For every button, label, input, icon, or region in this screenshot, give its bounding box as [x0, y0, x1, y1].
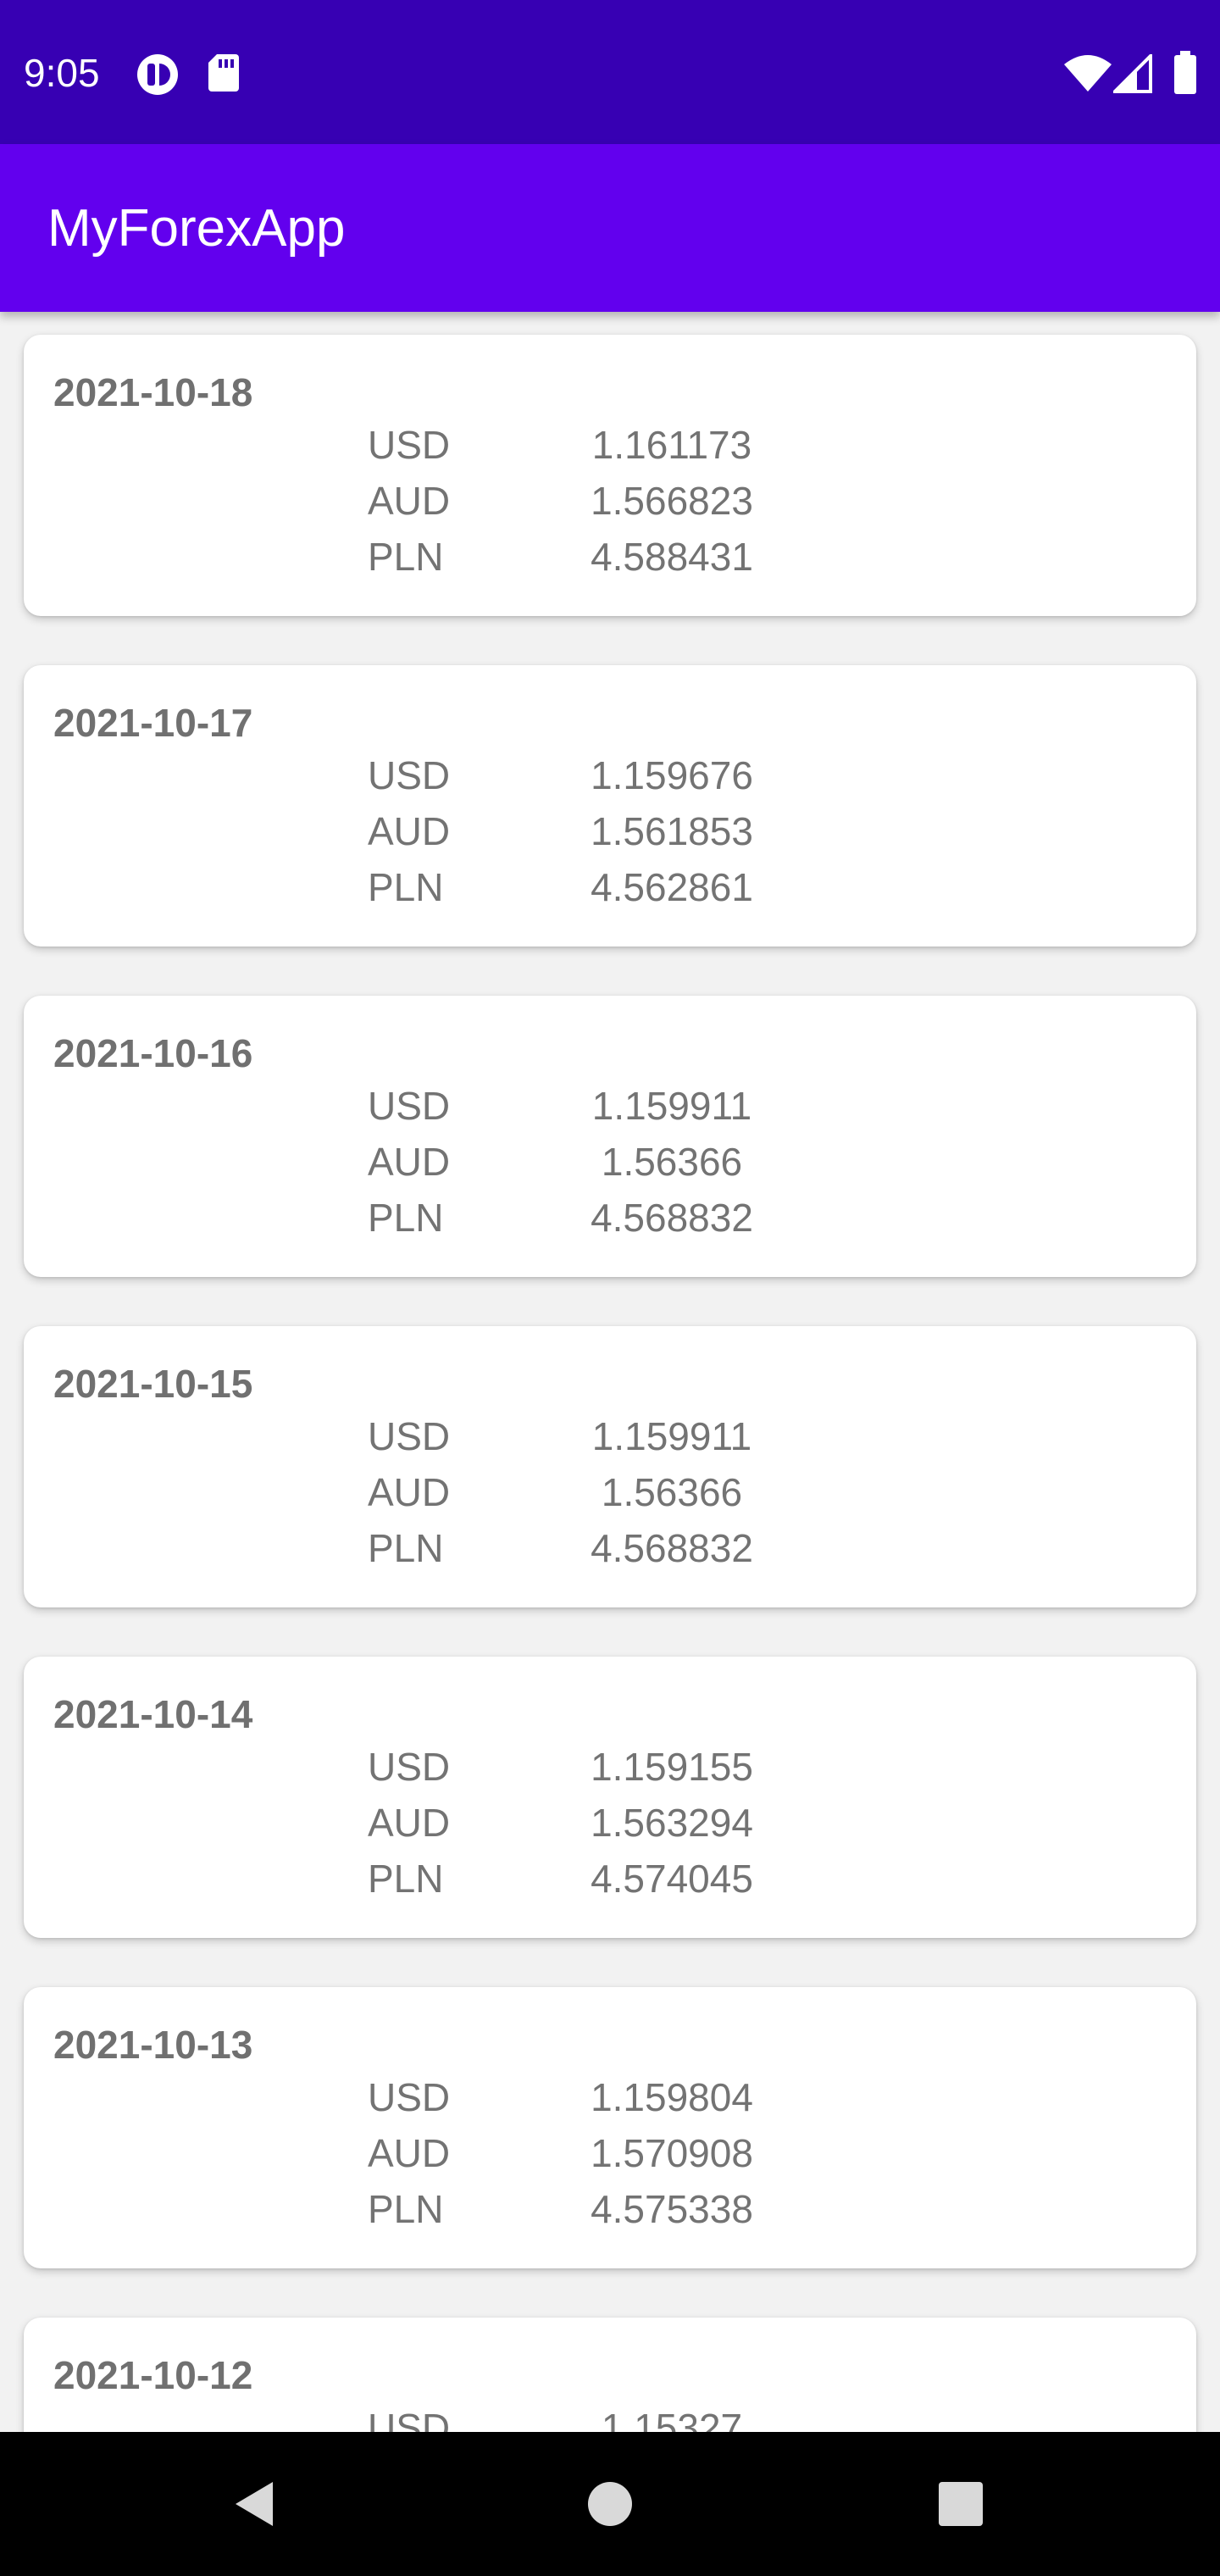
rate-card[interactable]: 2021-10-18 USD 1.161173 AUD 1.566823 PLN… [24, 335, 1196, 616]
rate-card[interactable]: 2021-10-12 USD 1.15327 [24, 2318, 1196, 2432]
rate-card[interactable]: 2021-10-17 USD 1.159676 AUD 1.561853 PLN… [24, 665, 1196, 947]
currency-code: PLN [368, 2187, 444, 2231]
rate-row: USD 1.15327 [24, 2400, 1196, 2432]
rate-row: AUD 1.563294 [24, 1795, 1196, 1851]
currency-code: USD [368, 1414, 451, 1458]
rate-row: USD 1.159911 [24, 1408, 1196, 1464]
currency-value: 1.159804 [591, 2075, 753, 2119]
rate-row: USD 1.159155 [24, 1739, 1196, 1795]
currency-value: 1.56366 [601, 1140, 743, 1184]
rate-row: PLN 4.568832 [24, 1520, 1196, 1576]
currency-value: 1.159911 [591, 1414, 752, 1458]
currency-value: 4.575338 [591, 2187, 753, 2231]
circle-app-icon [137, 54, 178, 95]
currency-code: USD [368, 753, 451, 797]
currency-value: 4.588431 [591, 535, 753, 579]
currency-value: 1.159911 [591, 1084, 752, 1128]
status-bar: 9:05 [0, 0, 1220, 144]
currency-value: 1.56366 [601, 1470, 743, 1514]
currency-code: PLN [368, 1196, 444, 1240]
rate-row: USD 1.159911 [24, 1078, 1196, 1134]
currency-code: PLN [368, 1526, 444, 1570]
currency-code: PLN [368, 1857, 444, 1901]
rate-row: USD 1.159676 [24, 747, 1196, 803]
rate-row: PLN 4.562861 [24, 859, 1196, 915]
rate-row: AUD 1.561853 [24, 803, 1196, 859]
rate-card[interactable]: 2021-10-13 USD 1.159804 AUD 1.570908 PLN… [24, 1987, 1196, 2268]
currency-code: USD [368, 423, 451, 467]
currency-code: PLN [368, 535, 444, 579]
currency-value: 1.561853 [591, 809, 753, 853]
currency-value: 4.568832 [591, 1526, 753, 1570]
wifi-icon [1064, 55, 1112, 92]
currency-value: 1.566823 [591, 479, 753, 523]
cell-signal-icon [1113, 54, 1152, 93]
currency-code: AUD [368, 2131, 451, 2175]
currency-code: USD [368, 1745, 451, 1789]
rate-date: 2021-10-15 [53, 1362, 253, 1406]
currency-value: 1.159155 [591, 1745, 753, 1789]
currency-code: AUD [368, 809, 451, 853]
currency-code: AUD [368, 1470, 451, 1514]
rate-date: 2021-10-16 [53, 1031, 253, 1075]
rate-card[interactable]: 2021-10-16 USD 1.159911 AUD 1.56366 PLN … [24, 996, 1196, 1277]
app-bar: MyForexApp [0, 144, 1220, 312]
rate-row: PLN 4.568832 [24, 1190, 1196, 1246]
currency-code: PLN [368, 865, 444, 909]
rate-date: 2021-10-13 [53, 2023, 253, 2067]
currency-value: 4.562861 [591, 865, 753, 909]
navigation-bar [0, 2432, 1220, 2576]
currency-value: 4.574045 [591, 1857, 753, 1901]
currency-code: USD [368, 2406, 451, 2432]
rate-row: AUD 1.570908 [24, 2125, 1196, 2181]
rate-row: PLN 4.588431 [24, 529, 1196, 585]
currency-value: 1.159676 [591, 753, 753, 797]
currency-code: USD [368, 2075, 451, 2119]
rate-date: 2021-10-17 [53, 701, 253, 745]
rate-date: 2021-10-18 [53, 370, 253, 414]
rate-date: 2021-10-14 [53, 1692, 253, 1736]
home-icon[interactable] [576, 2470, 644, 2538]
currency-code: AUD [368, 1140, 451, 1184]
rate-row: AUD 1.56366 [24, 1134, 1196, 1190]
sd-card-icon [208, 54, 239, 92]
rate-row: AUD 1.56366 [24, 1464, 1196, 1520]
currency-value: 1.570908 [591, 2131, 753, 2175]
app-title: MyForexApp [47, 199, 346, 258]
currency-value: 1.563294 [591, 1801, 753, 1845]
currency-value: 4.568832 [591, 1196, 753, 1240]
rate-row: USD 1.159804 [24, 2069, 1196, 2125]
rate-card[interactable]: 2021-10-15 USD 1.159911 AUD 1.56366 PLN … [24, 1326, 1196, 1607]
rate-card[interactable]: 2021-10-14 USD 1.159155 AUD 1.563294 PLN… [24, 1657, 1196, 1938]
status-time: 9:05 [24, 51, 100, 95]
rate-row: USD 1.161173 [24, 417, 1196, 473]
currency-value: 1.15327 [601, 2406, 743, 2432]
rates-list[interactable]: 2021-10-18 USD 1.161173 AUD 1.566823 PLN… [0, 312, 1220, 2432]
currency-code: USD [368, 1084, 451, 1128]
rate-row: AUD 1.566823 [24, 473, 1196, 529]
rate-row: PLN 4.575338 [24, 2181, 1196, 2237]
currency-code: AUD [368, 1801, 451, 1845]
currency-code: AUD [368, 479, 451, 523]
rate-date: 2021-10-12 [53, 2353, 253, 2397]
back-icon[interactable] [220, 2470, 288, 2538]
battery-icon [1174, 51, 1196, 94]
rate-row: PLN 4.574045 [24, 1851, 1196, 1907]
currency-value: 1.161173 [591, 423, 752, 467]
recents-icon[interactable] [927, 2470, 995, 2538]
